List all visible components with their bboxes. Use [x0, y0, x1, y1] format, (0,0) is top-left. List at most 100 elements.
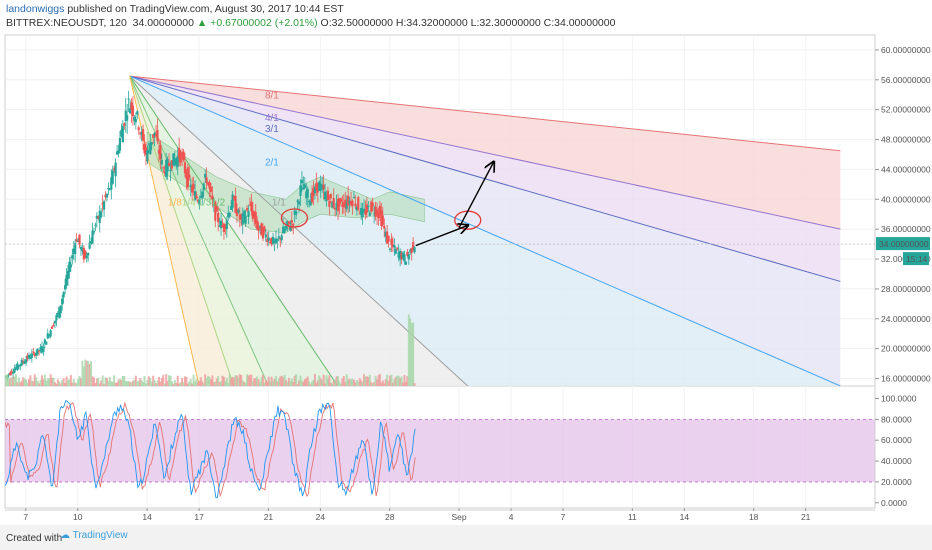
candle-body	[169, 169, 172, 172]
candle-body	[55, 315, 58, 321]
candle-body	[146, 150, 149, 162]
volume-bar	[244, 382, 247, 386]
fan-line	[129, 75, 841, 152]
candle-body	[42, 347, 45, 353]
candle-body	[78, 234, 81, 245]
volume-bar	[302, 381, 305, 386]
candle-body	[157, 149, 161, 154]
volume-bar	[139, 378, 142, 386]
candle-body	[149, 143, 152, 155]
volume-bar	[220, 381, 223, 386]
volume-bar	[42, 379, 45, 386]
candle-body	[206, 182, 210, 185]
volume-bar	[48, 378, 51, 386]
candle-body	[341, 204, 344, 208]
volume-bar	[360, 380, 363, 386]
candle-body	[251, 210, 254, 219]
candle-body	[163, 171, 166, 174]
candle-body	[172, 153, 175, 166]
volume-bar	[342, 376, 345, 386]
volume-bar	[38, 383, 41, 386]
stoch-y-tick-label: 60.0000	[881, 435, 912, 445]
volume-bar	[409, 318, 412, 386]
candle-body	[35, 352, 38, 356]
volume-bar	[305, 378, 308, 386]
volume-bar	[371, 383, 374, 386]
candle-body	[401, 252, 405, 259]
candle-body	[328, 200, 331, 207]
volume-bar	[218, 382, 221, 386]
volume-bar	[338, 381, 341, 386]
volume-bar	[214, 381, 217, 386]
volume-bar	[114, 382, 117, 386]
volume-bar	[127, 381, 130, 386]
volume-bar	[101, 375, 104, 386]
author-link[interactable]: landonwiggs	[6, 3, 65, 15]
candle-body	[241, 213, 244, 225]
volume-bar	[6, 374, 9, 386]
candle-body	[412, 242, 415, 250]
volume-bar	[56, 379, 59, 386]
candle-body	[344, 199, 347, 208]
volume-bar	[123, 376, 126, 386]
candle-body	[63, 285, 67, 290]
candle-body	[88, 242, 91, 249]
x-tick-label: 17	[194, 512, 204, 522]
candle-body	[27, 354, 31, 359]
candle-body	[257, 226, 260, 231]
volume-bar	[58, 381, 61, 386]
volume-bar	[169, 375, 172, 386]
volume-bar	[282, 377, 285, 386]
volume-bar	[259, 382, 262, 386]
volume-bar	[292, 381, 295, 386]
volume-bar	[337, 376, 340, 386]
candle-body	[19, 364, 22, 366]
x-tick-label: 11	[628, 512, 637, 522]
symbol-info: BITTREX:NEOUSDT, 120 34.00000000 ▲ +0.67…	[6, 17, 615, 29]
fan-label: 8/1	[265, 90, 279, 101]
volume-bar	[263, 382, 266, 386]
tradingview-logo[interactable]: ☁ TradingView	[60, 530, 128, 541]
candle-body	[332, 197, 335, 208]
candle-body	[263, 226, 266, 232]
candle-body	[305, 191, 308, 199]
candle-body	[214, 201, 217, 221]
candle-body	[360, 207, 363, 215]
candle-body	[209, 186, 213, 193]
candle-body	[183, 162, 187, 174]
chart-canvas[interactable]: 8/1 4/13/1 2/1 1/1 1/21/31/41/8 60.00000000 56…	[0, 0, 932, 525]
candle-body	[50, 326, 54, 329]
volume-bar	[110, 381, 113, 386]
volume-bar	[66, 379, 69, 386]
volume-bar	[84, 359, 87, 386]
volume-bar	[351, 378, 354, 386]
candle-body	[191, 186, 194, 193]
y-tick-label: 28.00000000	[881, 284, 931, 294]
volume-bar	[166, 380, 169, 386]
candle-body	[29, 357, 32, 359]
candle-body	[102, 201, 106, 210]
volume-bar	[277, 378, 280, 386]
fan-line	[129, 75, 841, 386]
candle-body	[32, 351, 35, 353]
main-plot	[5, 35, 875, 386]
volume-bar	[74, 382, 77, 386]
volume-bar	[354, 382, 357, 386]
volume-bar	[192, 374, 195, 386]
fan-label: 1/3	[197, 197, 211, 208]
candle-body	[222, 223, 226, 233]
candle-body	[377, 212, 380, 218]
candle-body	[267, 237, 270, 241]
candle-body	[205, 177, 208, 183]
candle-body	[65, 274, 68, 286]
volume-bar	[97, 377, 100, 386]
volume-bar	[376, 379, 379, 386]
volume-bar	[170, 381, 173, 386]
volume-bar	[273, 378, 276, 386]
volume-bar	[254, 378, 257, 386]
candle-body	[364, 210, 367, 215]
candle-body	[394, 249, 397, 254]
candle-body	[309, 200, 312, 206]
candle-body	[104, 194, 107, 198]
candle-body	[170, 160, 174, 169]
